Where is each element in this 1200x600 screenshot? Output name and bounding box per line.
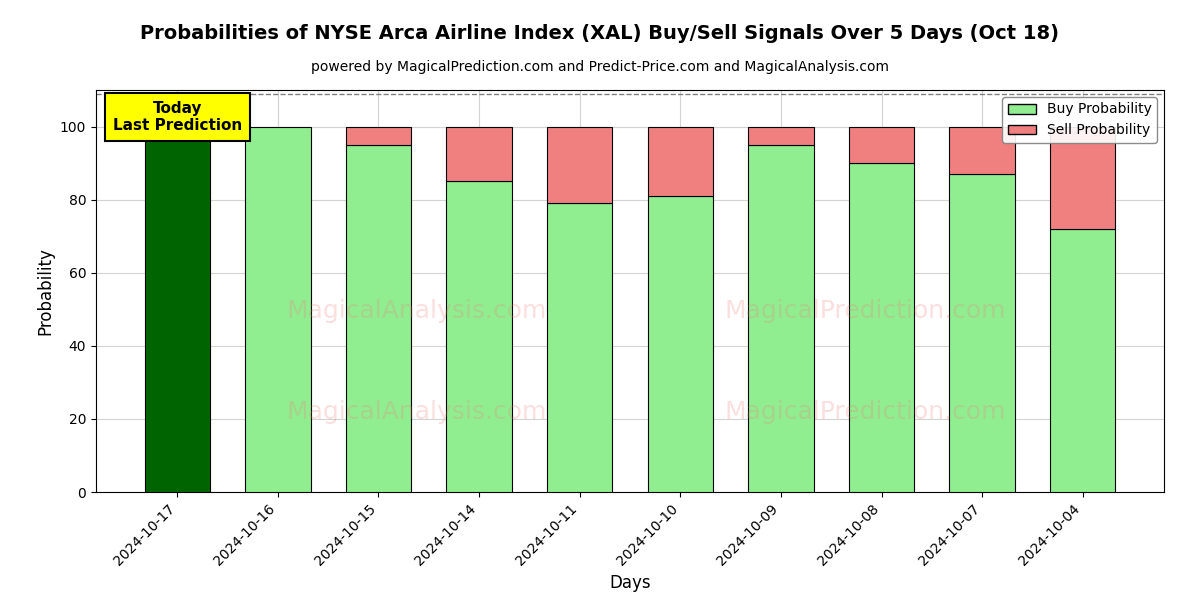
Bar [648, 196, 713, 492]
Bar [848, 163, 914, 492]
Text: Probabilities of NYSE Arca Airline Index (XAL) Buy/Sell Signals Over 5 Days (Oct: Probabilities of NYSE Arca Airline Index… [140, 24, 1060, 43]
Legend: Buy Probability, Sell Probability: Buy Probability, Sell Probability [1002, 97, 1157, 143]
Bar [848, 127, 914, 163]
Text: MagicalPrediction.com: MagicalPrediction.com [725, 299, 1006, 323]
Text: powered by MagicalPrediction.com and Predict-Price.com and MagicalAnalysis.com: powered by MagicalPrediction.com and Pre… [311, 60, 889, 74]
Bar [144, 127, 210, 492]
Bar [749, 127, 814, 145]
Bar [1050, 229, 1116, 492]
Bar [346, 127, 412, 145]
Bar [245, 127, 311, 492]
Text: MagicalAnalysis.com: MagicalAnalysis.com [287, 299, 546, 323]
Bar [446, 181, 511, 492]
Bar [949, 174, 1015, 492]
Text: MagicalPrediction.com: MagicalPrediction.com [725, 400, 1006, 424]
Bar [949, 127, 1015, 174]
Y-axis label: Probability: Probability [36, 247, 54, 335]
Text: MagicalAnalysis.com: MagicalAnalysis.com [287, 400, 546, 424]
Bar [446, 127, 511, 181]
Text: Today
Last Prediction: Today Last Prediction [113, 101, 242, 133]
Bar [547, 127, 612, 203]
Bar [547, 203, 612, 492]
Bar [1050, 127, 1116, 229]
Bar [749, 145, 814, 492]
X-axis label: Days: Days [610, 574, 650, 592]
Bar [346, 145, 412, 492]
Bar [648, 127, 713, 196]
